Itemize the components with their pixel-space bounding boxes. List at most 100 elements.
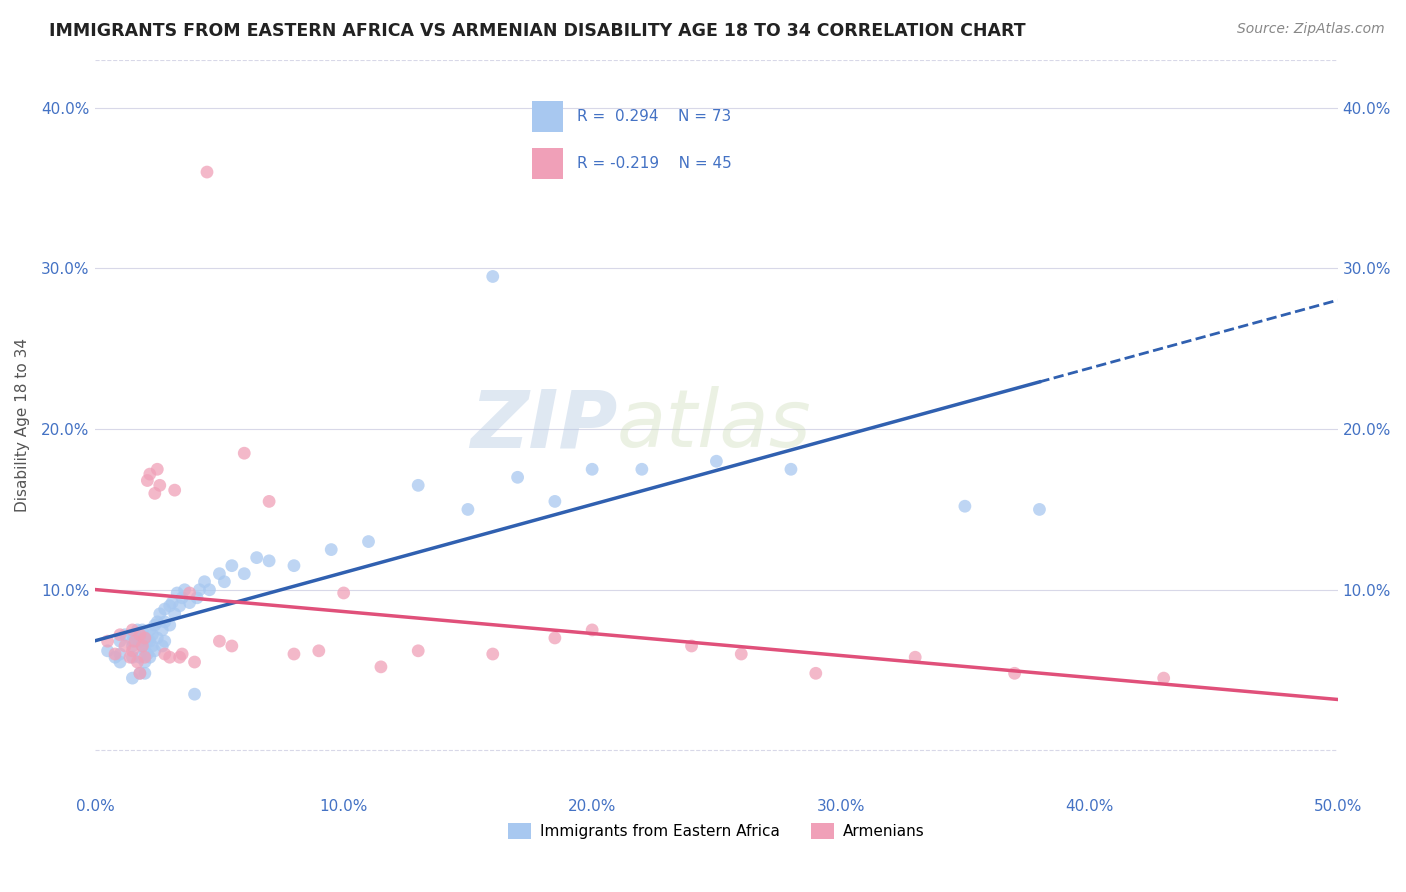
- Point: [172, 647, 194, 661]
- Point: [128, 650, 150, 665]
- Point: [193, 574, 215, 589]
- Point: [179, 586, 201, 600]
- Point: [160, 596, 183, 610]
- Point: [183, 655, 205, 669]
- Point: [953, 500, 976, 514]
- Point: [131, 623, 153, 637]
- Text: ZIP: ZIP: [470, 386, 617, 464]
- Point: [139, 650, 162, 665]
- Point: [730, 647, 752, 661]
- Point: [121, 628, 143, 642]
- Point: [139, 467, 162, 481]
- Point: [114, 639, 136, 653]
- Text: atlas: atlas: [617, 386, 811, 464]
- Point: [233, 446, 256, 460]
- Point: [150, 639, 173, 653]
- Point: [188, 582, 211, 597]
- Point: [127, 623, 149, 637]
- Point: [149, 478, 172, 492]
- Point: [172, 591, 194, 605]
- Point: [257, 554, 280, 568]
- Point: [108, 647, 131, 661]
- Point: [121, 644, 143, 658]
- Point: [681, 639, 703, 653]
- Point: [370, 660, 392, 674]
- Point: [159, 650, 181, 665]
- Point: [128, 628, 150, 642]
- Point: [332, 586, 354, 600]
- Point: [173, 582, 195, 597]
- Point: [121, 650, 143, 665]
- Point: [108, 634, 131, 648]
- Point: [506, 470, 529, 484]
- Legend: Immigrants from Eastern Africa, Armenians: Immigrants from Eastern Africa, Armenian…: [502, 817, 931, 845]
- Point: [257, 494, 280, 508]
- Point: [221, 639, 243, 653]
- Point: [104, 650, 127, 665]
- Point: [121, 671, 143, 685]
- Point: [108, 655, 131, 669]
- Point: [127, 655, 149, 669]
- Point: [321, 542, 343, 557]
- Point: [108, 628, 131, 642]
- Point: [153, 634, 176, 648]
- Point: [406, 644, 429, 658]
- Point: [134, 650, 156, 665]
- Point: [121, 623, 143, 637]
- Text: IMMIGRANTS FROM EASTERN AFRICA VS ARMENIAN DISABILITY AGE 18 TO 34 CORRELATION C: IMMIGRANTS FROM EASTERN AFRICA VS ARMENI…: [49, 22, 1026, 40]
- Point: [121, 634, 143, 648]
- Point: [1028, 502, 1050, 516]
- Point: [153, 602, 176, 616]
- Point: [143, 644, 166, 658]
- Point: [139, 623, 162, 637]
- Point: [581, 623, 603, 637]
- Point: [149, 607, 172, 621]
- Point: [139, 634, 162, 648]
- Point: [233, 566, 256, 581]
- Point: [283, 558, 305, 573]
- Point: [214, 574, 236, 589]
- Point: [159, 618, 181, 632]
- Point: [163, 607, 186, 621]
- Point: [208, 634, 231, 648]
- Point: [150, 623, 173, 637]
- Point: [146, 615, 169, 629]
- Point: [128, 666, 150, 681]
- Y-axis label: Disability Age 18 to 34: Disability Age 18 to 34: [15, 338, 30, 512]
- Point: [124, 631, 146, 645]
- Point: [121, 639, 143, 653]
- Point: [118, 650, 141, 665]
- Point: [221, 558, 243, 573]
- Point: [136, 634, 159, 648]
- Point: [169, 599, 191, 613]
- Point: [134, 631, 156, 645]
- Point: [195, 165, 218, 179]
- Point: [131, 639, 153, 653]
- Point: [780, 462, 803, 476]
- Point: [143, 486, 166, 500]
- Point: [166, 586, 188, 600]
- Point: [104, 647, 127, 661]
- Point: [308, 644, 330, 658]
- Point: [183, 687, 205, 701]
- Text: Source: ZipAtlas.com: Source: ZipAtlas.com: [1237, 22, 1385, 37]
- Point: [706, 454, 728, 468]
- Point: [208, 566, 231, 581]
- Point: [153, 615, 176, 629]
- Point: [581, 462, 603, 476]
- Point: [159, 599, 181, 613]
- Point: [134, 655, 156, 669]
- Point: [246, 550, 269, 565]
- Point: [97, 634, 120, 648]
- Point: [134, 644, 156, 658]
- Point: [198, 582, 221, 597]
- Point: [544, 631, 567, 645]
- Point: [153, 647, 176, 661]
- Point: [1004, 666, 1026, 681]
- Point: [481, 269, 503, 284]
- Point: [1153, 671, 1175, 685]
- Point: [134, 666, 156, 681]
- Point: [134, 631, 156, 645]
- Point: [136, 647, 159, 661]
- Point: [146, 631, 169, 645]
